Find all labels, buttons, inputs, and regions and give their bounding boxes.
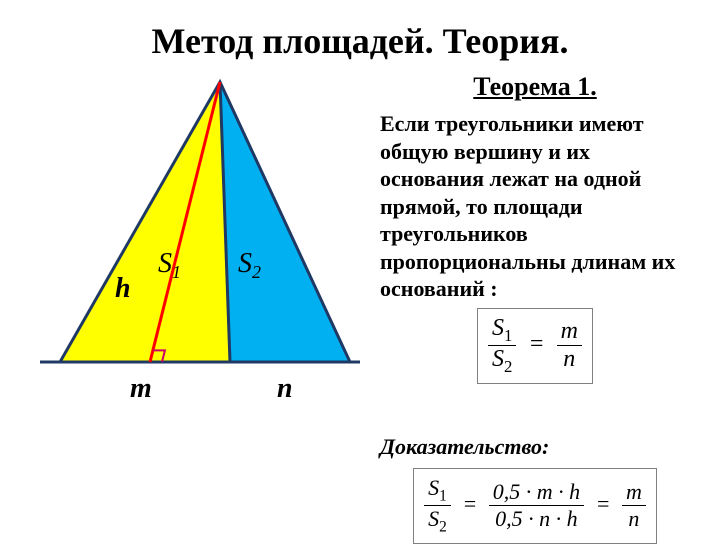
content-row: hS1S2mn Теорема 1. Если треугольники име… bbox=[30, 72, 690, 544]
triangle-diagram: hS1S2mn bbox=[30, 72, 360, 412]
svg-text:n: n bbox=[277, 373, 293, 404]
proof-title: Доказательство: bbox=[380, 434, 690, 460]
text-column: Теорема 1. Если треугольники имеют общую… bbox=[380, 72, 690, 544]
formula-ratio: S1 S2 = m n bbox=[477, 308, 593, 385]
page-title: Метод площадей. Теория. bbox=[30, 20, 690, 62]
formula-proof: S1 S2 = 0,5 · m · h 0,5 · n · h = m n bbox=[413, 468, 657, 544]
theorem-body: Если треугольники имеют общую вершину и … bbox=[380, 110, 690, 303]
svg-text:h: h bbox=[115, 273, 131, 304]
diagram-column: hS1S2mn bbox=[30, 72, 360, 544]
svg-text:m: m bbox=[130, 373, 152, 404]
theorem-title: Теорема 1. bbox=[380, 72, 690, 102]
